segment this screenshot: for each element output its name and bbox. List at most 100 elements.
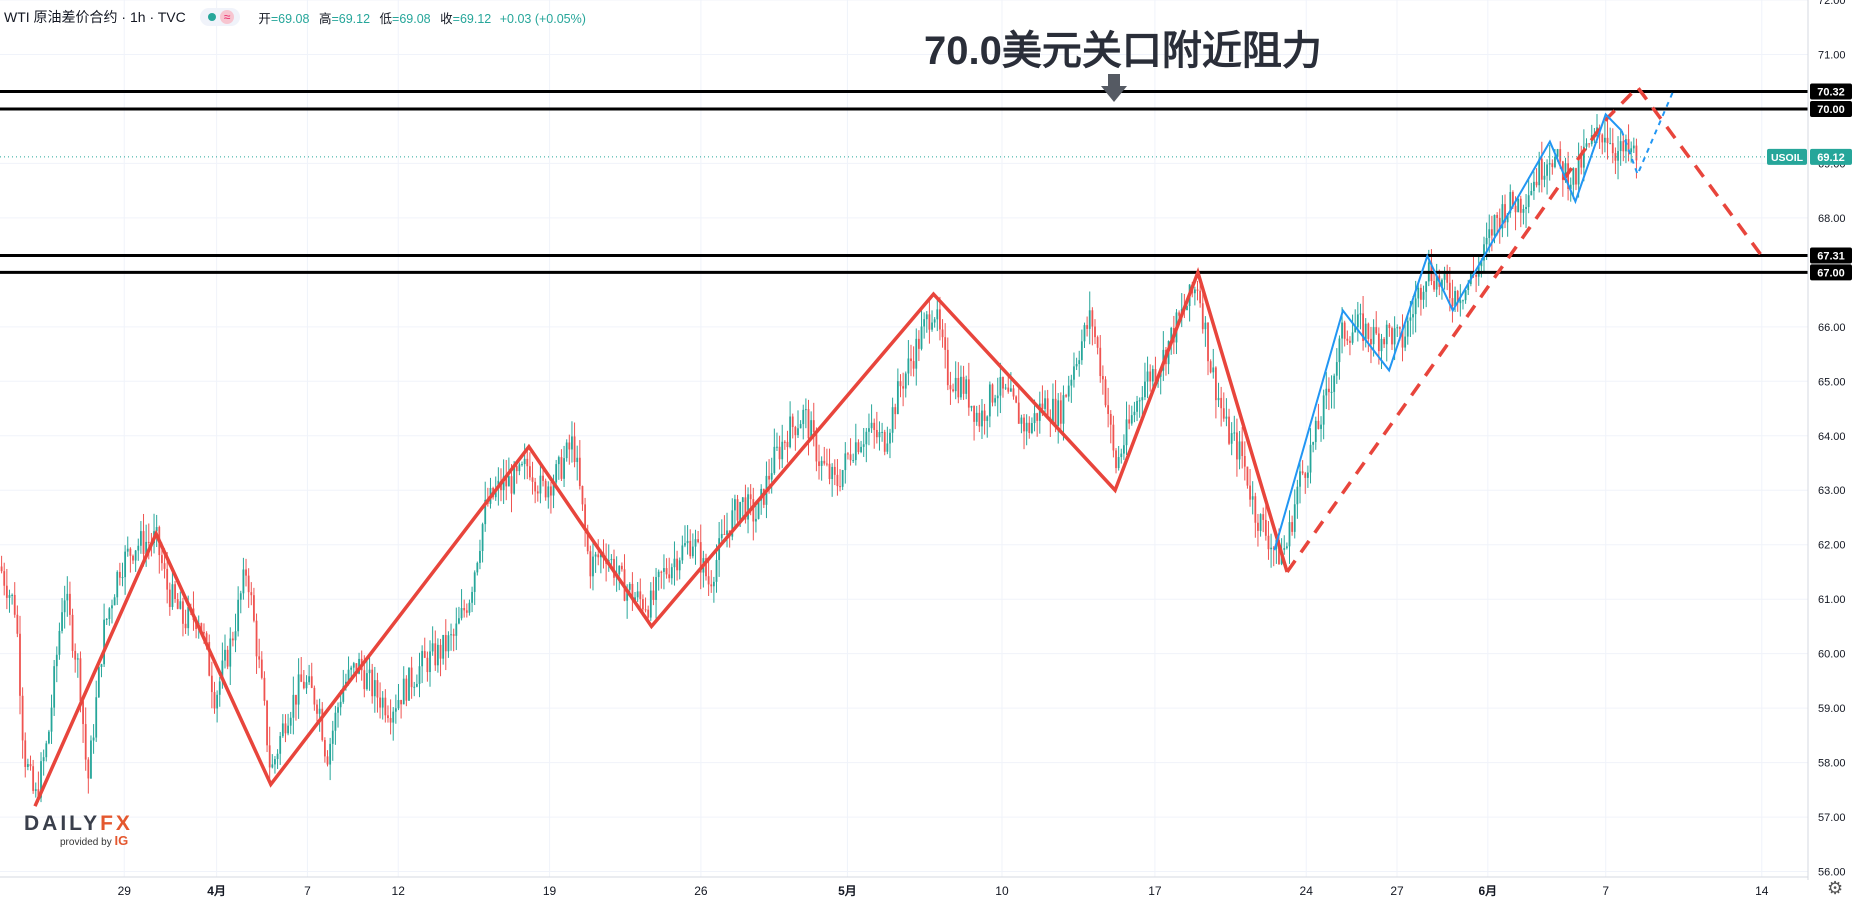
- candle-body: [97, 666, 100, 698]
- y-axis[interactable]: 72.0071.0070.0069.0068.0067.0066.0065.00…: [1807, 0, 1846, 880]
- candle-body: [200, 623, 203, 633]
- x-axis[interactable]: 29 4月 7 12 19 26 5月 10 17 24 27 6月 7 14: [0, 876, 1808, 898]
- candle-body: [1083, 325, 1086, 342]
- zigzag-projection-dashed: [1285, 84, 1764, 574]
- candle-body: [521, 464, 523, 466]
- candle-body: [74, 650, 77, 660]
- candle-body: [1309, 444, 1312, 473]
- chart-grid: [0, 0, 1808, 877]
- candle-body: [1354, 327, 1357, 333]
- candle-body: [810, 420, 813, 439]
- candle-body: [933, 319, 936, 323]
- candle-body: [965, 379, 968, 394]
- candle-body: [592, 556, 594, 577]
- candle-body: [831, 466, 834, 480]
- candle-body: [1238, 441, 1241, 460]
- candle-body: [967, 379, 970, 408]
- logo-ig: IG: [114, 833, 129, 848]
- candle-body: [439, 644, 442, 659]
- candle-body: [797, 428, 799, 436]
- candle-body: [1222, 408, 1225, 419]
- symbol-title[interactable]: WTI 原油差价合约 · 1h · TVC: [4, 9, 186, 25]
- candle-body: [1123, 445, 1125, 454]
- candle-body: [1209, 361, 1212, 373]
- candle-body: [242, 569, 245, 594]
- candle-body: [542, 475, 544, 481]
- level-badge: [1810, 247, 1852, 264]
- candle-body: [1246, 466, 1249, 486]
- level-badge: [1810, 100, 1852, 117]
- candle-body: [1086, 325, 1089, 329]
- candle-body: [1278, 539, 1280, 565]
- candle-body: [442, 634, 445, 659]
- candle-body: [468, 602, 471, 613]
- candle-body: [1341, 322, 1343, 339]
- candle-body: [155, 527, 158, 532]
- candle-body: [1099, 347, 1102, 377]
- candle-body: [1120, 453, 1123, 458]
- horizontal-levels[interactable]: [0, 90, 1808, 274]
- candle-body: [1425, 281, 1428, 292]
- candle-body: [1635, 145, 1638, 161]
- dailyfx-logo: DAILYFX provided by IG: [24, 812, 133, 848]
- candle-body: [678, 560, 681, 571]
- zigzag-overlay[interactable]: [33, 84, 1764, 807]
- candle-body: [323, 740, 326, 757]
- candle-body: [1356, 314, 1359, 328]
- candle-body: [389, 718, 392, 723]
- candle-body: [161, 555, 163, 564]
- candle-body: [274, 759, 276, 765]
- candle-body: [1254, 496, 1257, 523]
- candle-body: [576, 457, 579, 463]
- candle-body: [739, 501, 742, 521]
- candle-body: [1101, 376, 1104, 380]
- candle-body: [770, 473, 773, 480]
- candle-body: [528, 466, 531, 478]
- status-pill[interactable]: ≈: [199, 8, 241, 26]
- candle-body: [13, 594, 16, 615]
- candle-body: [82, 701, 84, 725]
- chart-header: WTI 原油差价合约 · 1h · TVC ≈ 开=69.08 高=69.12 …: [0, 6, 586, 28]
- candle-body: [657, 571, 660, 578]
- candle-body: [116, 571, 119, 598]
- candle-body: [284, 723, 287, 734]
- candle-body: [557, 457, 560, 465]
- candle-body: [1527, 195, 1530, 208]
- candle-body: [505, 476, 508, 487]
- candle-body: [208, 641, 211, 676]
- candle-body: [250, 592, 253, 596]
- candle-body: [781, 441, 784, 460]
- candle-body: [923, 319, 926, 327]
- settings-gear-icon[interactable]: ⚙: [1827, 878, 1844, 898]
- candle-body: [1543, 175, 1546, 180]
- close-value: =69.12: [452, 11, 492, 26]
- candle-body: [434, 643, 437, 666]
- candle-body: [949, 385, 952, 390]
- candle-body: [66, 593, 69, 601]
- candle-body: [1377, 333, 1380, 352]
- candle-body: [1498, 217, 1501, 229]
- blue-wave-overlay[interactable]: [1273, 92, 1674, 551]
- candle-body: [910, 358, 912, 362]
- candle-body: [58, 630, 61, 655]
- candle-body: [484, 499, 487, 525]
- candle-body: [875, 429, 878, 438]
- candle-body: [904, 373, 907, 389]
- candle-body: [684, 543, 686, 546]
- candle-body: [71, 614, 74, 651]
- candle-body: [45, 743, 48, 758]
- candle-body: [108, 608, 111, 619]
- candle-body: [1257, 522, 1259, 531]
- candle-body: [287, 725, 289, 734]
- candle-body: [883, 431, 886, 452]
- candle-body: [1070, 379, 1073, 386]
- candle-body: [1540, 158, 1543, 180]
- candle-body: [699, 542, 702, 573]
- candle-body: [536, 491, 539, 494]
- candle-body: [1088, 310, 1091, 329]
- candle-body: [1435, 275, 1438, 290]
- candle-body: [69, 593, 71, 615]
- candle-body: [986, 416, 989, 421]
- candle-body: [1414, 298, 1417, 315]
